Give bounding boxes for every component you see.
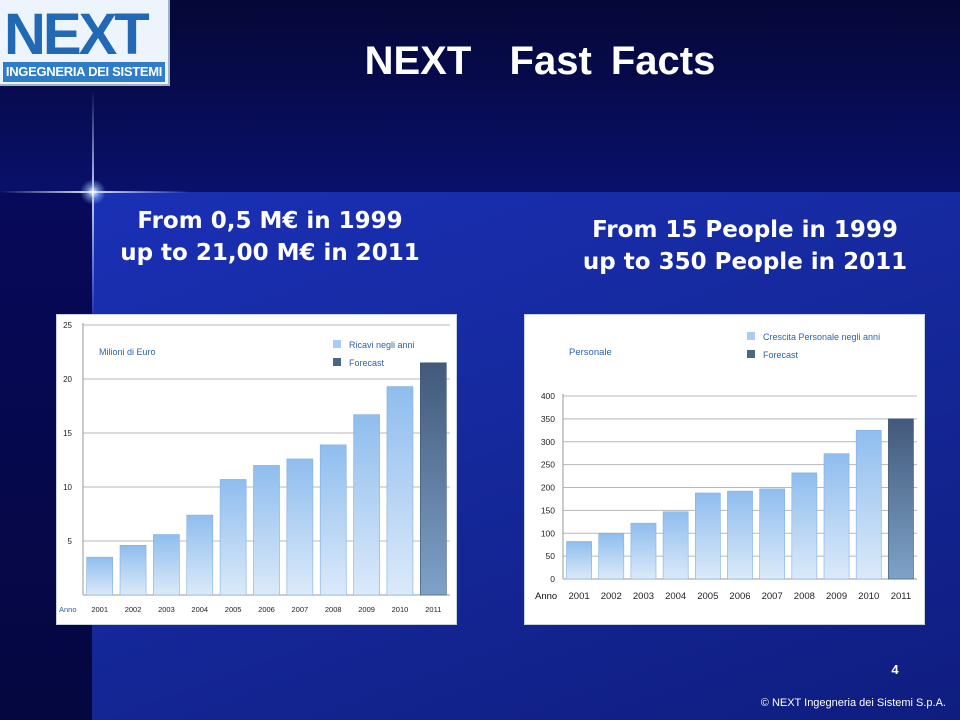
legend-swatch xyxy=(747,350,755,358)
caption-revenue-line-1: From 0,5 M€ in 1999 xyxy=(137,208,403,234)
x-tick-label: 2001 xyxy=(91,605,108,614)
caption-revenue-line-2: up to 21,00 M€ in 2011 xyxy=(120,240,420,266)
x-tick-label: 2003 xyxy=(633,591,654,602)
y-tick-label: 10 xyxy=(63,483,72,492)
lens-flare-vertical xyxy=(92,90,94,320)
x-tick-label: 2007 xyxy=(292,605,309,614)
bar-actual xyxy=(86,556,113,596)
bar-actual xyxy=(759,488,786,580)
bar-actual xyxy=(823,453,850,580)
y-tick-label: 50 xyxy=(546,551,556,561)
x-axis-label: Anno xyxy=(59,605,77,614)
x-tick-label: 2003 xyxy=(158,605,175,614)
bar-actual xyxy=(694,492,721,580)
revenue-chart-svg: 5 10 15 20 25 2001 2002 2003 2004 2005 2006 2007 200… xyxy=(59,321,450,614)
x-tick-label: 2009 xyxy=(358,605,375,614)
x-tick-label: 2008 xyxy=(794,591,815,602)
bar-forecast xyxy=(420,362,447,596)
legend-swatch xyxy=(333,340,341,348)
bar-actual xyxy=(219,479,247,596)
x-tick-label: 2008 xyxy=(325,605,342,614)
y-tick-label: 100 xyxy=(541,528,555,538)
x-tick-label: 2006 xyxy=(258,605,275,614)
bar-actual xyxy=(286,458,314,596)
x-tick-label: 2004 xyxy=(191,605,208,614)
legend-swatch xyxy=(333,358,341,366)
x-tick-label: 2006 xyxy=(729,591,750,602)
legend-label: Crescita Personale negli anni xyxy=(763,332,880,342)
y-axis-label: Personale xyxy=(569,347,612,358)
logo-subtitle: INGEGNERIA DEI SISTEMI xyxy=(3,62,165,82)
y-axis-label: Milioni di Euro xyxy=(99,347,156,357)
slide-title: NEXT Fast Facts xyxy=(364,39,716,83)
bar-actual xyxy=(855,430,882,580)
lens-flare-core xyxy=(80,179,106,205)
x-tick-label: 2002 xyxy=(601,591,622,602)
caption-staff-line-2: up to 350 People in 2011 xyxy=(582,249,908,275)
x-tick-label: 2002 xyxy=(125,605,142,614)
legend-label: Ricavi negli anni xyxy=(349,340,415,350)
bar-actual xyxy=(630,522,657,580)
bar-actual xyxy=(727,490,753,580)
x-tick-label: 2001 xyxy=(569,591,590,602)
x-axis-label: Anno xyxy=(535,591,557,602)
bar-forecast xyxy=(888,418,914,580)
x-tick-label: 2007 xyxy=(762,591,783,602)
logo-word: NEXT xyxy=(4,2,150,67)
staff-chart: 0 50 100 150 200 250 300 350 400 2001 2002 2003 2004… xyxy=(524,314,925,625)
legend-label: Forecast xyxy=(763,350,799,360)
bar-actual xyxy=(791,472,818,580)
x-tick-label: 2005 xyxy=(225,605,242,614)
caption-revenue: From 0,5 M€ in 1999 up to 21,00 M€ in 20… xyxy=(70,205,470,269)
bar-actual xyxy=(119,545,147,596)
legend-swatch xyxy=(747,332,755,340)
slide-number: 4 xyxy=(891,662,899,677)
staff-chart-svg: 0 50 100 150 200 250 300 350 400 2001 2002 2003 2004… xyxy=(535,332,917,602)
y-tick-label: 350 xyxy=(541,414,555,424)
bar-actual xyxy=(253,465,280,596)
bar-actual xyxy=(598,532,625,580)
x-tick-label: 2011 xyxy=(891,591,911,602)
x-tick-label: 2010 xyxy=(392,605,409,614)
bar-actual xyxy=(319,444,347,596)
y-tick-label: 150 xyxy=(541,505,555,515)
legend-label: Forecast xyxy=(349,358,385,368)
y-tick-label: 400 xyxy=(541,391,555,401)
caption-staff-line-1: From 15 People in 1999 xyxy=(592,217,898,243)
x-tick-label: 2011 xyxy=(425,605,441,614)
x-tick-label: 2010 xyxy=(858,591,879,602)
x-tick-label: 2005 xyxy=(697,591,718,602)
copyright-text: © NEXT Ingegneria dei Sistemi S.p.A. xyxy=(760,697,946,709)
x-tick-label: 2004 xyxy=(665,591,686,602)
y-tick-label: 200 xyxy=(541,483,555,493)
caption-staff: From 15 People in 1999 up to 350 People … xyxy=(545,214,945,278)
y-tick-label: 15 xyxy=(63,429,72,438)
bar-actual xyxy=(662,511,689,580)
revenue-chart: 5 10 15 20 25 2001 2002 2003 2004 2005 2006 2007 200… xyxy=(56,314,457,625)
bar-actual xyxy=(353,414,380,596)
x-tick-label: 2009 xyxy=(826,591,847,602)
company-logo: NEXT INGEGNERIA DEI SISTEMI xyxy=(0,0,170,86)
y-tick-label: 250 xyxy=(541,460,555,470)
y-tick-label: 5 xyxy=(68,537,73,546)
bar-actual xyxy=(153,534,180,596)
y-tick-label: 20 xyxy=(63,375,72,384)
bar-actual xyxy=(186,514,214,596)
bar-actual xyxy=(566,541,592,580)
y-tick-label: 0 xyxy=(550,574,555,584)
bar-actual xyxy=(386,386,414,596)
y-tick-label: 300 xyxy=(541,437,555,447)
y-tick-label: 25 xyxy=(63,321,72,330)
